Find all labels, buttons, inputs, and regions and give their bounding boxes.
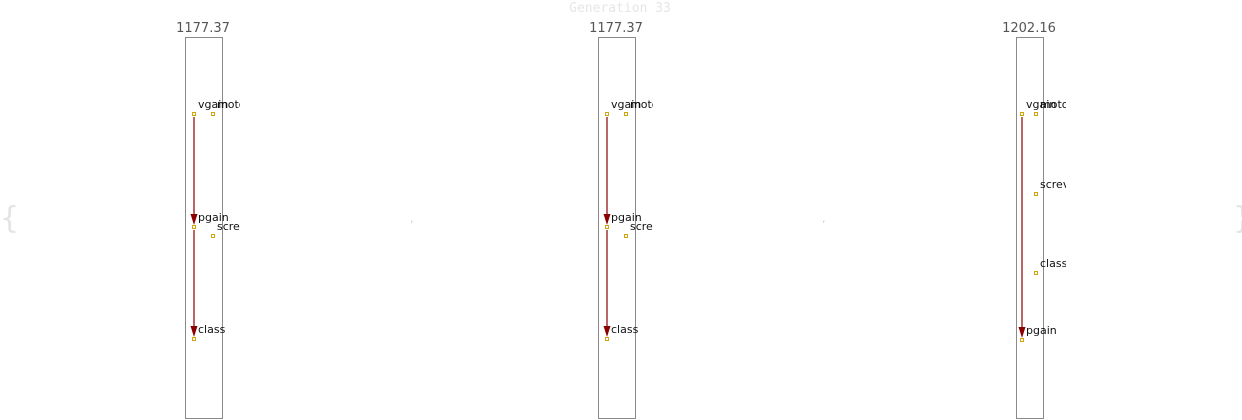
bracket-left: { [0,201,19,236]
node-label: moto [217,98,246,111]
panel-score: 1177.37 [176,21,230,36]
network-panels: 1177.37vgainmotopgainscreclass1177.37vga… [176,21,1070,419]
node-label: class [1040,257,1068,270]
node-pgain: pgain [1020,324,1057,342]
node-marker [211,112,215,116]
node-marker [1034,112,1038,116]
node-marker [605,225,609,229]
node-vgain: vgain [192,98,228,116]
node-screw: scre [624,220,653,238]
node-label: class [198,323,226,336]
node-label: moto [630,98,659,111]
panel-score: 1177.37 [589,21,643,36]
node-label: pgain [611,211,642,224]
node-pgain: pgain [192,211,229,229]
panel-score: 1202.16 [1002,21,1056,36]
node-label: class [611,323,639,336]
node-motor: moto [211,98,246,116]
edge-arrowhead [1018,327,1026,338]
separator-1: , [410,212,414,225]
generation-title: Generation 33 [569,1,671,16]
node-marker [605,112,609,116]
node-label: vgain [198,98,228,111]
node-marker [211,234,215,238]
node-motor: moto [624,98,659,116]
node-pgain: pgain [605,211,642,229]
edge-arrowhead [190,214,198,225]
node-label: vgain [611,98,641,111]
node-marker [1034,271,1038,275]
edge-arrowhead [603,326,611,337]
node-class: class [192,323,226,341]
bracket-right: } [1233,201,1242,236]
node-label: vgain [1026,98,1056,111]
node-motor: moto [1034,98,1069,116]
node-label: pgain [1026,324,1057,337]
node-marker [192,337,196,341]
node-marker [1020,338,1024,342]
edge-arrowhead [603,214,611,225]
node-marker [624,112,628,116]
node-label: scre [630,220,653,233]
node-marker [1034,192,1038,196]
node-screw: scre [211,220,240,238]
node-vgain: vgain [1020,98,1056,116]
panel-frame [598,37,636,419]
node-class: class [605,323,639,341]
node-marker [192,225,196,229]
node-label: pgain [198,211,229,224]
node-label: screv [1040,178,1070,191]
node-marker [605,337,609,341]
node-vgain: vgain [605,98,641,116]
panel-frame [185,37,223,419]
node-marker [624,234,628,238]
node-class: class [1034,257,1068,275]
node-label: scre [217,220,240,233]
node-label: moto [1040,98,1069,111]
node-screw: screv [1034,178,1070,196]
node-marker [1020,112,1024,116]
panel-frame [1016,37,1044,419]
separator-2: , [822,212,826,225]
edge-arrowhead [190,326,198,337]
node-marker [192,112,196,116]
